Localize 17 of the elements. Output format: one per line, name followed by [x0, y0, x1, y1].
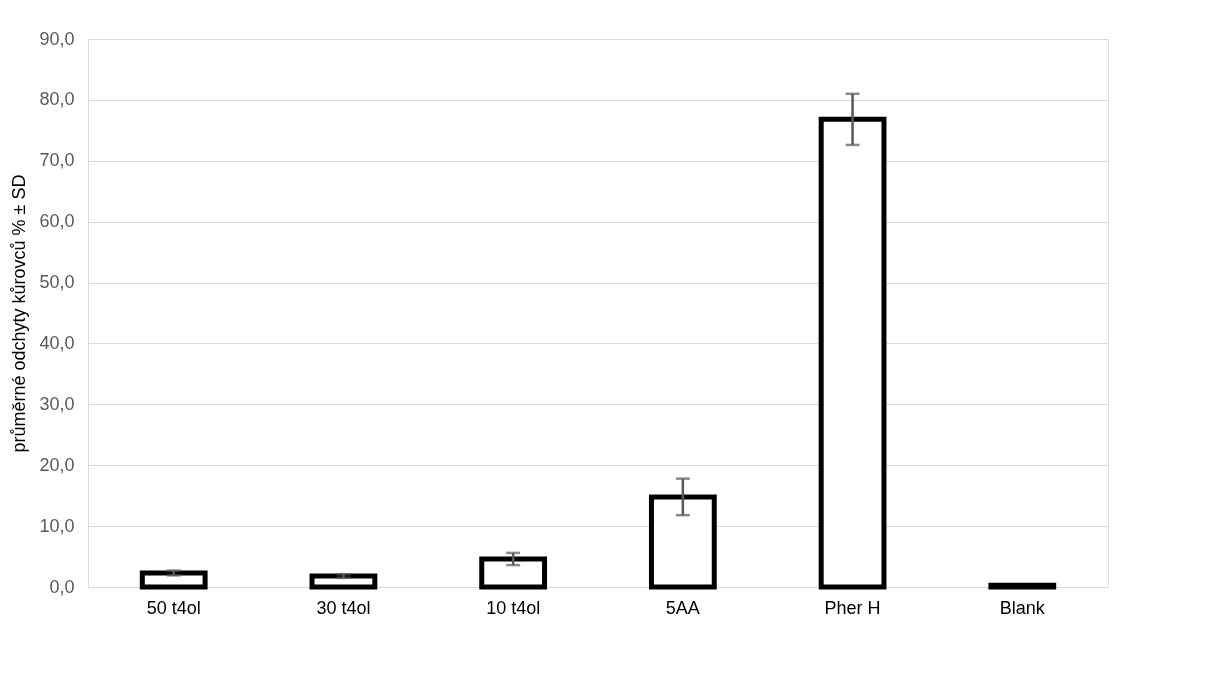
y-axis-title: průměrné odchyty kůrovců % ± SD: [9, 174, 30, 453]
y-tick-label: 30,0: [39, 393, 75, 414]
y-tick-label: 70,0: [39, 150, 75, 171]
y-tick-label: 90,0: [39, 28, 75, 49]
x-tick-label: Pher H: [824, 597, 881, 618]
x-tick-label: Blank: [999, 597, 1046, 618]
y-tick-label: 40,0: [39, 332, 75, 353]
y-tick-label: 0,0: [49, 576, 75, 597]
y-tick-label: 50,0: [39, 272, 75, 293]
x-tick-label: 30 t4ol: [316, 597, 371, 618]
y-tick-label: 80,0: [39, 89, 75, 110]
y-tick-label: 60,0: [39, 211, 75, 232]
x-tick-label: 10 t4ol: [486, 597, 541, 618]
x-tick-label: 50 t4ol: [146, 597, 201, 618]
y-tick-label: 20,0: [39, 454, 75, 475]
y-tick-label: 10,0: [39, 515, 75, 536]
x-tick-label: 5AA: [665, 597, 700, 618]
